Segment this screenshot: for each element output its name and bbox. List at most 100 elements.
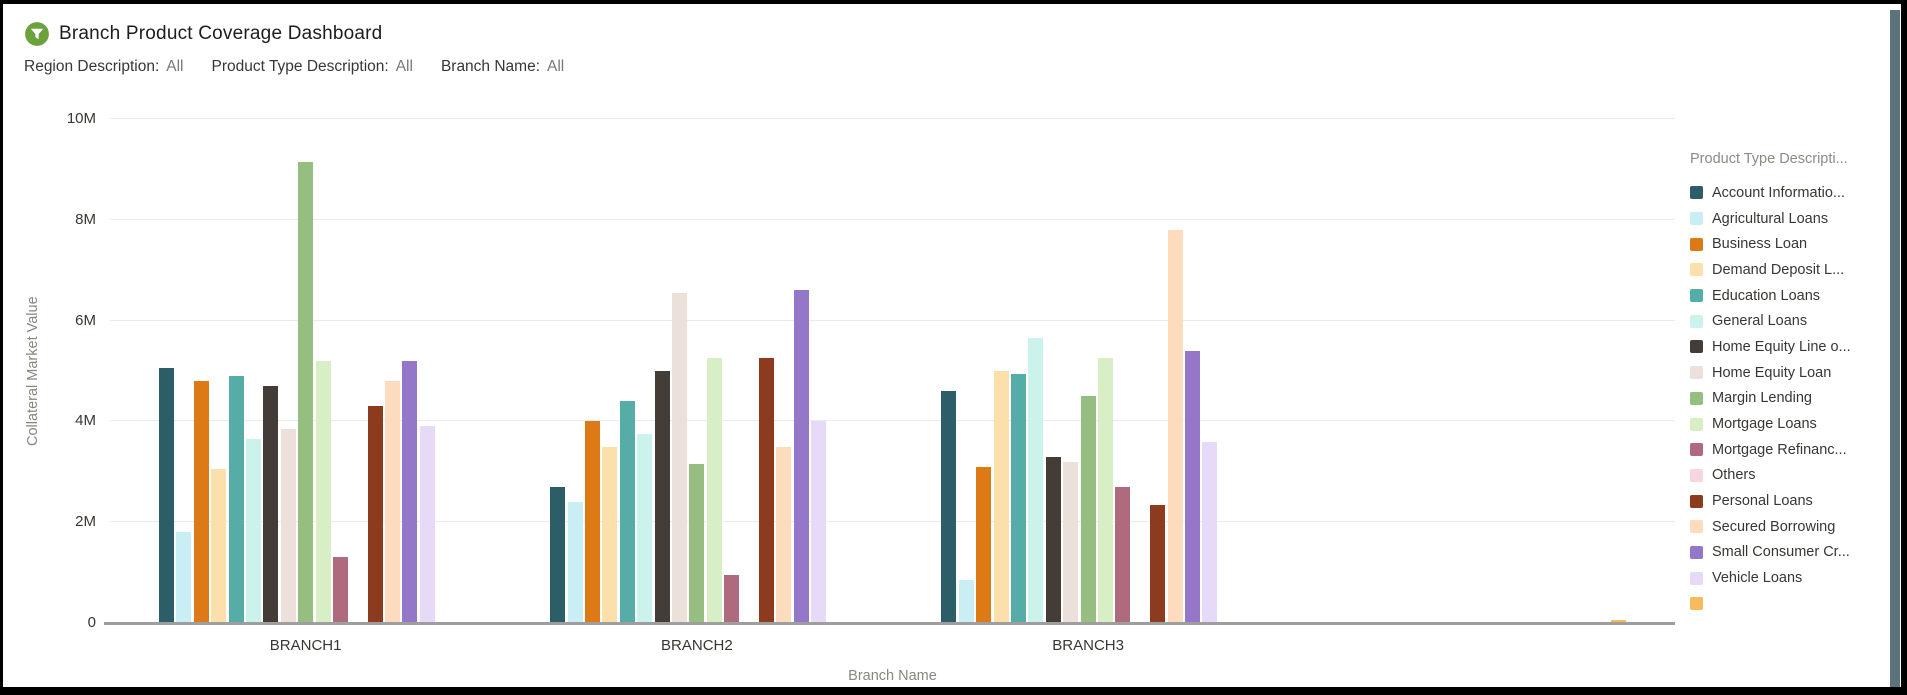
bar-Agricultural Loans-BRANCH2[interactable] <box>567 502 583 623</box>
bar-Vehicle Loans-BRANCH2[interactable] <box>811 421 827 623</box>
filter-value[interactable]: All <box>395 58 413 75</box>
bar-Mortgage Refinanc...-BRANCH3[interactable] <box>1115 486 1131 623</box>
bar-Demand Deposit L...-BRANCH2[interactable] <box>602 446 618 623</box>
legend-item-Account Informatio...[interactable]: Account Informatio... <box>1690 180 1895 206</box>
legend-swatch <box>1690 186 1703 200</box>
bar-Small Consumer Cr...-BRANCH3[interactable] <box>1184 350 1200 623</box>
bar-slot <box>175 119 192 623</box>
bar-Secured Borrowing-BRANCH2[interactable] <box>776 446 792 623</box>
bar-slot <box>671 119 688 623</box>
bar-General Loans-BRANCH3[interactable] <box>1028 338 1044 623</box>
bar-Vehicle Loans-BRANCH3[interactable] <box>1202 441 1218 623</box>
legend-swatch <box>1690 494 1703 508</box>
legend-item-Small Consumer Cr...[interactable]: Small Consumer Cr... <box>1690 540 1895 566</box>
bar-Personal Loans-BRANCH1[interactable] <box>367 406 383 623</box>
filter-chip-1[interactable]: Product Type Description: All <box>212 58 413 76</box>
bar-slot <box>827 119 844 623</box>
legend-item-Margin Lending[interactable]: Margin Lending <box>1690 386 1895 412</box>
bar-Home Equity Loan-BRANCH3[interactable] <box>1063 461 1079 623</box>
bar-Education Loans-BRANCH3[interactable] <box>1011 373 1027 623</box>
filter-bar: Region Description: All Product Type Descr… <box>24 58 564 76</box>
filter-value[interactable]: All <box>166 58 184 75</box>
bar-Business Loan-BRANCH2[interactable] <box>585 421 601 623</box>
bar-Demand Deposit L...-BRANCH3[interactable] <box>993 371 1009 623</box>
gridline-2M <box>110 521 1675 523</box>
bar-General Loans-BRANCH1[interactable] <box>245 439 261 623</box>
bar-Business Loan-BRANCH3[interactable] <box>976 466 992 623</box>
bar-slot <box>1010 119 1027 623</box>
bar-Margin Lending-BRANCH1[interactable] <box>298 161 314 623</box>
legend-swatch <box>1690 212 1703 226</box>
legend-item-Business Loan[interactable]: Business Loan <box>1690 231 1895 257</box>
bar-slot <box>1349 119 1366 623</box>
legend-item-Others[interactable]: Others <box>1690 463 1895 489</box>
bar-Education Loans-BRANCH1[interactable] <box>228 376 244 623</box>
legend-label: General Loans <box>1712 313 1808 330</box>
legend-item-Home Equity Loan[interactable]: Home Equity Loan <box>1690 360 1895 386</box>
bar-Small Consumer Cr...-BRANCH1[interactable] <box>402 360 418 623</box>
bar-slot <box>1505 119 1522 623</box>
legend-item-Home Equity Line o...[interactable]: Home Equity Line o... <box>1690 334 1895 360</box>
bar-Secured Borrowing-BRANCH1[interactable] <box>385 381 401 623</box>
bar-slot <box>1201 119 1218 623</box>
legend-item-Demand Deposit L...[interactable]: Demand Deposit L... <box>1690 257 1895 283</box>
bar-Agricultural Loans-BRANCH3[interactable] <box>958 580 974 623</box>
x-tick-label-BRANCH1: BRANCH1 <box>269 637 342 654</box>
bar-Vehicle Loans-BRANCH1[interactable] <box>419 426 435 623</box>
bar-Mortgage Refinanc...-BRANCH2[interactable] <box>724 575 740 623</box>
bar-Mortgage Loans-BRANCH1[interactable] <box>315 360 331 623</box>
legend-item-Mortgage Loans[interactable]: Mortgage Loans <box>1690 411 1895 437</box>
bar-slot <box>775 119 792 623</box>
bar-General Loans-BRANCH2[interactable] <box>637 434 653 623</box>
bar-Account Informatio...-BRANCH1[interactable] <box>158 368 174 623</box>
legend-label: Agricultural Loans <box>1712 210 1829 227</box>
legend-swatch <box>1690 468 1703 482</box>
legend-item-Agricultural Loans[interactable]: Agricultural Loans <box>1690 206 1895 232</box>
legend-label: Home Equity Loan <box>1712 364 1832 381</box>
legend-item-unnamed[interactable] <box>1690 591 1895 617</box>
bar-Home Equity Line o...-BRANCH2[interactable] <box>654 371 670 623</box>
bar-Personal Loans-BRANCH2[interactable] <box>758 358 774 623</box>
bar-Home Equity Loan-BRANCH1[interactable] <box>280 428 296 623</box>
bar-Home Equity Line o...-BRANCH3[interactable] <box>1045 456 1061 623</box>
bar-unnamed-blank[interactable] <box>1610 620 1626 623</box>
bar-Account Informatio...-BRANCH2[interactable] <box>550 486 566 623</box>
bar-Mortgage Loans-BRANCH3[interactable] <box>1098 358 1113 623</box>
bar-Account Informatio...-BRANCH3[interactable] <box>941 391 957 623</box>
filter-label: Branch Name: <box>440 58 541 75</box>
legend-swatch <box>1690 366 1703 380</box>
y-tick-label-10M: 10M <box>66 110 96 127</box>
legend-swatch <box>1690 417 1703 431</box>
bar-Secured Borrowing-BRANCH3[interactable] <box>1167 229 1183 623</box>
bar-Education Loans-BRANCH2[interactable] <box>619 401 635 623</box>
filter-chip-2[interactable]: Branch Name: All <box>441 58 564 76</box>
legend-swatch <box>1690 289 1703 303</box>
bar-Margin Lending-BRANCH2[interactable] <box>689 464 705 623</box>
bar-Margin Lending-BRANCH3[interactable] <box>1080 396 1096 623</box>
legend-item-Mortgage Refinanc...[interactable]: Mortgage Refinanc... <box>1690 437 1895 463</box>
bar-Demand Deposit L...-BRANCH1[interactable] <box>211 469 227 623</box>
bar-slot <box>193 119 210 623</box>
chart-legend: Product Type Descripti... Account Inform… <box>1690 151 1895 617</box>
vertical-scrollbar[interactable] <box>1890 10 1900 687</box>
bar-slot <box>1166 119 1183 623</box>
legend-swatch <box>1690 597 1703 611</box>
bar-Home Equity Line o...-BRANCH1[interactable] <box>263 386 279 623</box>
legend-item-Personal Loans[interactable]: Personal Loans <box>1690 488 1895 514</box>
bar-Agricultural Loans-BRANCH1[interactable] <box>176 532 192 623</box>
legend-item-Vehicle Loans[interactable]: Vehicle Loans <box>1690 565 1895 591</box>
bar-slot <box>975 119 992 623</box>
filter-value[interactable]: All <box>547 58 565 75</box>
bar-Personal Loans-BRANCH3[interactable] <box>1150 504 1166 623</box>
filter-chip-0[interactable]: Region Description: All <box>24 58 184 76</box>
legend-item-Education Loans[interactable]: Education Loans <box>1690 283 1895 309</box>
legend-item-General Loans[interactable]: General Loans <box>1690 308 1895 334</box>
bar-Home Equity Loan-BRANCH2[interactable] <box>671 292 687 623</box>
legend-label: Margin Lending <box>1712 390 1812 407</box>
legend-item-Secured Borrowing[interactable]: Secured Borrowing <box>1690 514 1895 540</box>
bar-Mortgage Loans-BRANCH2[interactable] <box>706 358 722 623</box>
bar-group-BRANCH1 <box>110 119 501 623</box>
bar-Small Consumer Cr...-BRANCH2[interactable] <box>793 290 809 623</box>
bar-Mortgage Refinanc...-BRANCH1[interactable] <box>332 557 348 623</box>
bar-Business Loan-BRANCH1[interactable] <box>193 381 209 623</box>
